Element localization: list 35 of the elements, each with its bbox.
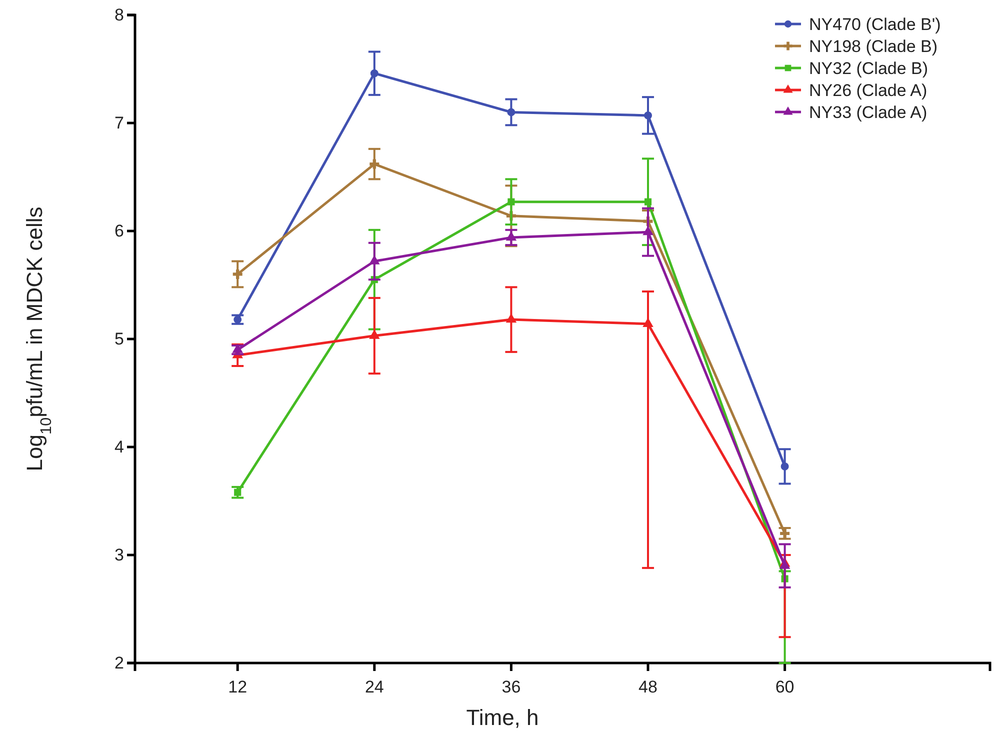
legend-label: NY470 (Clade B') xyxy=(809,15,941,34)
point xyxy=(779,560,790,569)
point xyxy=(644,198,652,206)
point xyxy=(506,231,517,241)
point xyxy=(234,316,242,324)
x-axis-title: Time, h xyxy=(466,705,539,730)
legend-label: NY26 (Clade A) xyxy=(809,81,928,100)
y-tick-label: 3 xyxy=(114,545,124,564)
point xyxy=(370,69,378,78)
y-tick-label: 2 xyxy=(114,653,124,672)
x-tick-label: 24 xyxy=(364,678,384,697)
point xyxy=(780,528,790,538)
x-tick-label: 60 xyxy=(775,678,794,697)
legend-label: NY198 (Clade B) xyxy=(809,37,938,56)
x-tick-label: 48 xyxy=(638,678,658,697)
point xyxy=(370,159,380,169)
x-tick-label: 12 xyxy=(228,678,248,697)
point xyxy=(508,198,515,206)
y-tick-label: 8 xyxy=(114,5,124,24)
legend-label: NY33 (Clade A) xyxy=(809,103,928,122)
point xyxy=(232,269,242,279)
y-tick-label: 7 xyxy=(114,113,124,132)
y-tick-label: 4 xyxy=(114,437,124,456)
point xyxy=(506,313,517,323)
point xyxy=(234,488,242,496)
y-tick-label: 5 xyxy=(114,329,124,348)
point xyxy=(369,255,380,264)
x-tick-label: 36 xyxy=(502,678,521,697)
point xyxy=(369,330,380,339)
point xyxy=(507,108,516,116)
point xyxy=(644,111,652,120)
legend-label: NY32 (Clade B) xyxy=(809,59,928,78)
point xyxy=(232,344,243,353)
point xyxy=(780,462,789,470)
y-tick-label: 6 xyxy=(114,221,124,240)
